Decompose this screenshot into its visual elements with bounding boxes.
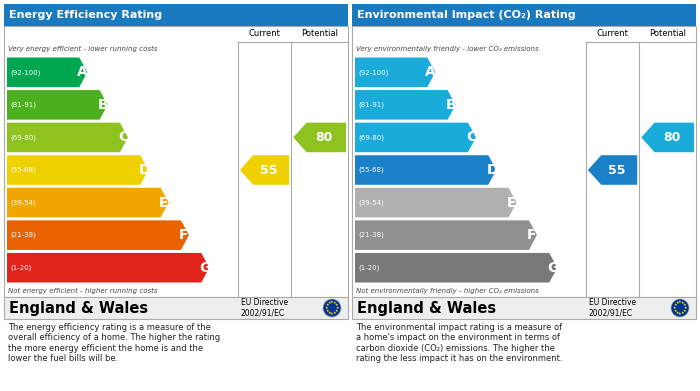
- Text: (21-38): (21-38): [10, 232, 36, 239]
- Text: ★: ★: [673, 309, 677, 313]
- Text: (55-68): (55-68): [358, 167, 384, 173]
- Text: 80: 80: [315, 131, 332, 144]
- Text: (81-91): (81-91): [10, 102, 36, 108]
- Text: E: E: [159, 196, 168, 210]
- Text: ★: ★: [683, 303, 687, 307]
- Text: ★: ★: [335, 303, 339, 307]
- Polygon shape: [7, 57, 88, 87]
- Text: ★: ★: [328, 301, 331, 305]
- Polygon shape: [588, 155, 637, 185]
- Text: (55-68): (55-68): [10, 167, 36, 173]
- Text: Very environmentally friendly - lower CO₂ emissions: Very environmentally friendly - lower CO…: [356, 46, 538, 52]
- Text: England & Wales: England & Wales: [357, 301, 496, 316]
- Text: ★: ★: [678, 312, 682, 316]
- Text: Not energy efficient - higher running costs: Not energy efficient - higher running co…: [8, 287, 157, 294]
- Text: ★: ★: [325, 306, 328, 310]
- Polygon shape: [355, 188, 517, 217]
- Polygon shape: [641, 123, 694, 152]
- Text: The energy efficiency rating is a measure of the
overall efficiency of a home. T: The energy efficiency rating is a measur…: [8, 323, 220, 363]
- Text: ★: ★: [676, 311, 679, 315]
- Text: ★: ★: [684, 306, 687, 310]
- Text: ★: ★: [678, 300, 682, 305]
- Text: (69-80): (69-80): [358, 134, 384, 141]
- Text: B: B: [446, 98, 456, 112]
- Bar: [352, 26, 696, 297]
- Text: ★: ★: [326, 309, 329, 313]
- Text: ★: ★: [336, 306, 340, 310]
- Polygon shape: [355, 253, 557, 283]
- Bar: [4, 297, 348, 319]
- Polygon shape: [355, 57, 435, 87]
- Polygon shape: [355, 221, 537, 250]
- Text: C: C: [118, 131, 128, 144]
- Text: (39-54): (39-54): [358, 199, 384, 206]
- Polygon shape: [7, 253, 209, 283]
- Text: Current: Current: [596, 29, 629, 38]
- Text: (92-100): (92-100): [358, 69, 388, 75]
- Polygon shape: [7, 90, 108, 120]
- Text: The environmental impact rating is a measure of
a home's impact on the environme: The environmental impact rating is a mea…: [356, 323, 563, 363]
- Circle shape: [671, 299, 689, 317]
- Text: ★: ★: [335, 309, 339, 313]
- Text: ★: ★: [676, 301, 679, 305]
- Text: 55: 55: [260, 163, 277, 176]
- Text: ★: ★: [330, 312, 334, 316]
- Text: Very energy efficient - lower running costs: Very energy efficient - lower running co…: [8, 46, 157, 52]
- Text: ★: ★: [328, 311, 331, 315]
- Text: Potential: Potential: [301, 29, 338, 38]
- Text: G: G: [547, 261, 559, 275]
- Text: (1-20): (1-20): [358, 264, 379, 271]
- Text: F: F: [527, 228, 536, 242]
- Text: Not environmentally friendly - higher CO₂ emissions: Not environmentally friendly - higher CO…: [356, 287, 539, 294]
- Text: ★: ★: [333, 301, 337, 305]
- Text: 55: 55: [608, 163, 625, 176]
- Text: Energy Efficiency Rating: Energy Efficiency Rating: [9, 10, 162, 20]
- Bar: [4, 4, 348, 26]
- Text: D: D: [486, 163, 498, 177]
- Bar: [352, 297, 696, 319]
- Text: EU Directive
2002/91/EC: EU Directive 2002/91/EC: [589, 298, 636, 318]
- Text: (39-54): (39-54): [10, 199, 36, 206]
- Bar: [4, 26, 348, 297]
- Text: ★: ★: [683, 309, 687, 313]
- Polygon shape: [355, 123, 476, 152]
- Text: ★: ★: [333, 311, 337, 315]
- Polygon shape: [355, 90, 456, 120]
- Text: C: C: [466, 131, 476, 144]
- Polygon shape: [7, 188, 169, 217]
- Polygon shape: [355, 155, 496, 185]
- Text: B: B: [97, 98, 108, 112]
- Text: E: E: [507, 196, 516, 210]
- Bar: [352, 4, 696, 26]
- Text: ★: ★: [330, 300, 334, 305]
- Text: England & Wales: England & Wales: [9, 301, 148, 316]
- Text: 80: 80: [663, 131, 680, 144]
- Text: G: G: [199, 261, 211, 275]
- Circle shape: [323, 299, 341, 317]
- Text: Potential: Potential: [649, 29, 686, 38]
- Text: D: D: [139, 163, 150, 177]
- Text: (21-38): (21-38): [358, 232, 384, 239]
- Polygon shape: [240, 155, 289, 185]
- Text: Current: Current: [248, 29, 281, 38]
- Text: (92-100): (92-100): [10, 69, 41, 75]
- Text: ★: ★: [681, 301, 685, 305]
- Text: ★: ★: [681, 311, 685, 315]
- Text: EU Directive
2002/91/EC: EU Directive 2002/91/EC: [241, 298, 288, 318]
- Polygon shape: [293, 123, 346, 152]
- Polygon shape: [7, 221, 189, 250]
- Text: ★: ★: [673, 306, 676, 310]
- Text: A: A: [426, 65, 436, 79]
- Text: (1-20): (1-20): [10, 264, 32, 271]
- Text: ★: ★: [326, 303, 329, 307]
- Text: ★: ★: [673, 303, 677, 307]
- Text: Environmental Impact (CO₂) Rating: Environmental Impact (CO₂) Rating: [357, 10, 575, 20]
- Polygon shape: [7, 155, 148, 185]
- Text: (81-91): (81-91): [358, 102, 384, 108]
- Polygon shape: [7, 123, 128, 152]
- Text: (69-80): (69-80): [10, 134, 36, 141]
- Text: A: A: [77, 65, 88, 79]
- Text: F: F: [179, 228, 188, 242]
